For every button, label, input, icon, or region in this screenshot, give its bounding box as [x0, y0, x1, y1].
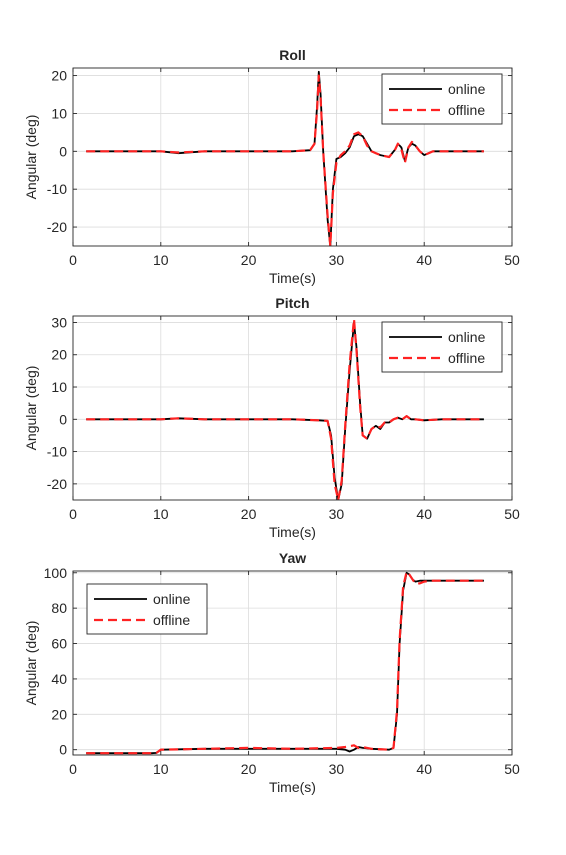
y-tick-label: -10 — [47, 181, 67, 197]
x-tick-label: 40 — [416, 252, 432, 268]
y-tick-label: -10 — [47, 444, 67, 460]
x-tick-label: 40 — [416, 506, 432, 522]
x-axis-label: Time(s) — [269, 779, 316, 795]
chart-title: Pitch — [275, 295, 309, 311]
legend-label-online: online — [448, 81, 486, 97]
chart-panel-yaw: 0 10 20 30 40 50 0 20 40 60 80 100 Yaw Time(s) Angular… — [23, 550, 520, 795]
chart-title: Yaw — [279, 550, 306, 566]
legend: online offline — [381, 321, 503, 373]
x-tick-label: 50 — [504, 506, 520, 522]
legend-box — [381, 321, 503, 373]
y-tick-label: -20 — [47, 476, 67, 492]
y-tick-label: -20 — [47, 219, 67, 235]
y-axis-label: Angular (deg) — [23, 621, 39, 706]
y-tick-label: 0 — [59, 143, 67, 159]
y-tick-label: 30 — [51, 314, 67, 330]
x-tick-label: 10 — [153, 252, 169, 268]
chart-panel-roll: 0 10 20 30 40 50 -20 -10 0 10 20 Roll Time(s) Angular… — [23, 47, 520, 286]
y-tick-label: 20 — [51, 347, 67, 363]
y-tick-label: 20 — [51, 68, 67, 84]
x-tick-label: 40 — [416, 761, 432, 777]
x-tick-label: 50 — [504, 761, 520, 777]
y-tick-label: 20 — [51, 706, 67, 722]
y-tick-label: 0 — [59, 411, 67, 427]
legend: online offline — [86, 583, 208, 635]
y-tick-label: 60 — [51, 636, 67, 652]
y-tick-label: 40 — [51, 671, 67, 687]
series-line-offline — [86, 571, 484, 755]
x-tick-label: 30 — [329, 761, 345, 777]
x-tick-label: 0 — [69, 252, 77, 268]
x-tick-label: 30 — [329, 252, 345, 268]
legend-label-offline: offline — [153, 612, 190, 628]
legend-label-offline: offline — [448, 350, 485, 366]
y-tick-label: 100 — [44, 565, 68, 581]
axes-box — [72, 570, 513, 756]
chart-title: Roll — [279, 47, 305, 63]
y-tick-label: 0 — [59, 742, 67, 758]
x-tick-label: 10 — [153, 761, 169, 777]
y-axis-label: Angular (deg) — [23, 115, 39, 200]
x-tick-label: 50 — [504, 252, 520, 268]
legend-label-online: online — [153, 591, 191, 607]
series-line-offline — [86, 318, 484, 500]
axes-box — [72, 67, 513, 247]
y-axis-label: Angular (deg) — [23, 366, 39, 451]
x-axis-label: Time(s) — [269, 270, 316, 286]
legend-label-online: online — [448, 329, 486, 345]
legend: online offline — [381, 73, 503, 125]
x-tick-label: 20 — [241, 761, 257, 777]
y-tick-label: 10 — [51, 379, 67, 395]
x-tick-label: 10 — [153, 506, 169, 522]
legend-box — [86, 583, 208, 635]
x-tick-label: 20 — [241, 252, 257, 268]
axes-box — [72, 315, 513, 501]
x-axis-label: Time(s) — [269, 524, 316, 540]
x-tick-label: 20 — [241, 506, 257, 522]
x-tick-label: 0 — [69, 506, 77, 522]
y-tick-label: 10 — [51, 105, 67, 121]
x-tick-label: 30 — [329, 506, 345, 522]
legend-box — [381, 73, 503, 125]
series-line-offline — [86, 74, 484, 246]
y-tick-label: 80 — [51, 600, 67, 616]
x-tick-label: 0 — [69, 761, 77, 777]
chart-panel-pitch: 0 10 20 30 40 50 -20 -10 0 10 20 30 Pitch Time(s) Angu… — [23, 295, 520, 540]
legend-label-offline: offline — [448, 102, 485, 118]
